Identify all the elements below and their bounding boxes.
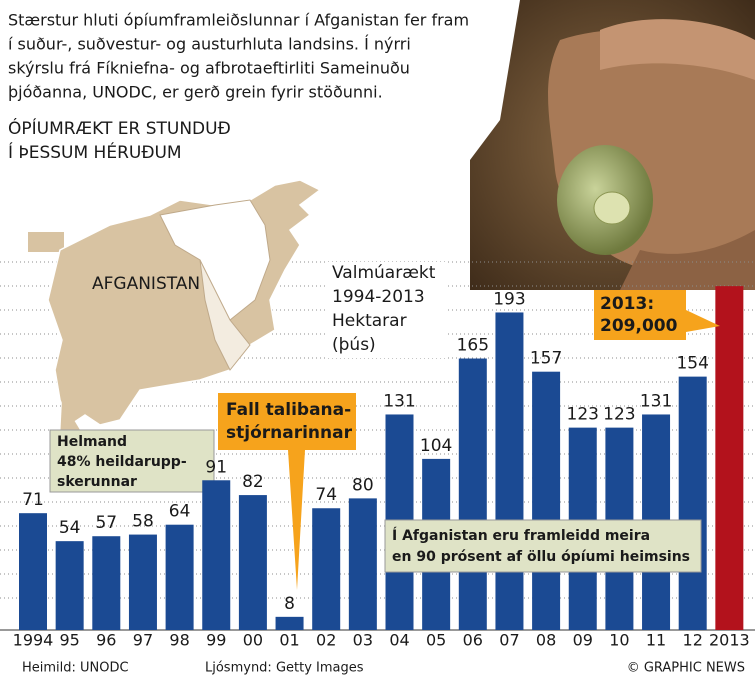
x-tick-label: 97 — [133, 631, 153, 650]
x-tick-label: 1994 — [13, 631, 54, 650]
value-label: 2013: 209,000 — [594, 290, 686, 340]
infographic: Stærstur hluti ópíumframleiðslunnar í Af… — [0, 0, 755, 681]
x-tick-label: 04 — [389, 631, 409, 650]
x-tick-label: 96 — [96, 631, 116, 650]
value-label: 80 — [352, 475, 374, 495]
x-tick-label: 07 — [499, 631, 519, 650]
value-label: 131 — [383, 391, 415, 411]
source: Heimild: UNODC — [22, 661, 129, 676]
event-note: Fall talibana- — [226, 400, 351, 420]
value-label: 165 — [457, 336, 489, 356]
bar — [202, 480, 230, 630]
helmand-note: 48% heildarupp- — [57, 454, 187, 470]
helmand-note: Helmand — [57, 434, 127, 450]
value-label: 131 — [640, 391, 672, 411]
credit: © GRAPHIC NEWS — [627, 661, 745, 676]
y-label: Valmúarækt — [332, 263, 436, 283]
value-label: 157 — [530, 349, 562, 369]
intro-line: Stærstur hluti ópíumframleiðslunnar í Af… — [8, 11, 469, 30]
map-title: ÓPÍUMRÆKT ER STUNDUÐ — [8, 117, 231, 139]
value-label: 193 — [493, 289, 525, 309]
x-tick-label: 08 — [536, 631, 556, 650]
bar — [715, 286, 743, 630]
bar — [92, 536, 120, 630]
event-note: stjórnarinnar — [226, 423, 353, 443]
x-tick-label: 01 — [279, 631, 299, 650]
chart: Stærstur hluti ópíumframleiðslunnar í Af… — [0, 0, 755, 681]
intro-line: skýrslu frá Fíkniefna- og afbrotaeftirli… — [8, 59, 410, 78]
bar — [56, 541, 84, 630]
bar — [495, 312, 523, 630]
value-label: 71 — [22, 490, 44, 510]
x-tick-label: 02 — [316, 631, 336, 650]
bar — [532, 372, 560, 630]
x-tick-label: 10 — [609, 631, 629, 650]
x-tick-label: 2013 — [709, 631, 750, 650]
bar — [679, 377, 707, 630]
y-label: (þús) — [332, 335, 376, 355]
map-label: AFGANISTAN — [92, 274, 200, 294]
value-label: 57 — [95, 513, 117, 533]
x-tick-label: 09 — [573, 631, 593, 650]
map-title: Í ÞESSUM HÉRUÐUM — [8, 141, 182, 163]
value-label: 123 — [603, 405, 635, 425]
value-label: 64 — [169, 502, 191, 522]
intro-line: þjóðanna, UNODC, er gerð grein fyrir stö… — [8, 83, 383, 102]
y-label: Hektarar — [332, 311, 407, 331]
value-label: 104 — [420, 436, 452, 456]
x-tick-label: 03 — [353, 631, 373, 650]
bar — [19, 513, 47, 630]
value-label: 58 — [132, 512, 154, 532]
x-tick-label: 00 — [243, 631, 263, 650]
bar — [239, 495, 267, 630]
value-label: 82 — [242, 472, 264, 492]
bar — [459, 359, 487, 630]
value-label: 74 — [315, 485, 337, 505]
helmand-note: skerunnar — [57, 474, 137, 490]
share-note: en 90 prósent af öllu ópíumi heimsins — [392, 549, 690, 565]
callout-arrow — [686, 310, 720, 332]
value-label: 54 — [59, 518, 81, 538]
x-tick-label: 06 — [463, 631, 483, 650]
x-tick-label: 11 — [646, 631, 666, 650]
value-label: 8 — [284, 594, 295, 614]
photo-credit: Ljósmynd: Getty Images — [205, 661, 364, 676]
bar — [129, 535, 157, 630]
value-label: 123 — [567, 405, 599, 425]
y-label: 1994-2013 — [332, 287, 425, 307]
x-tick-label: 95 — [59, 631, 79, 650]
bar — [312, 508, 340, 630]
x-tick-label: 98 — [169, 631, 189, 650]
share-note: Í Afganistan eru framleidd meira — [392, 527, 650, 544]
intro-line: í suður-, suðvestur- og austurhluta land… — [8, 35, 411, 54]
value-label: 91 — [205, 457, 227, 477]
bar — [349, 498, 377, 630]
value-label: 154 — [676, 354, 708, 374]
bar — [276, 617, 304, 630]
x-tick-label: 99 — [206, 631, 226, 650]
photo — [470, 0, 755, 290]
x-tick-label: 05 — [426, 631, 446, 650]
x-tick-label: 12 — [683, 631, 703, 650]
bar — [166, 525, 194, 630]
